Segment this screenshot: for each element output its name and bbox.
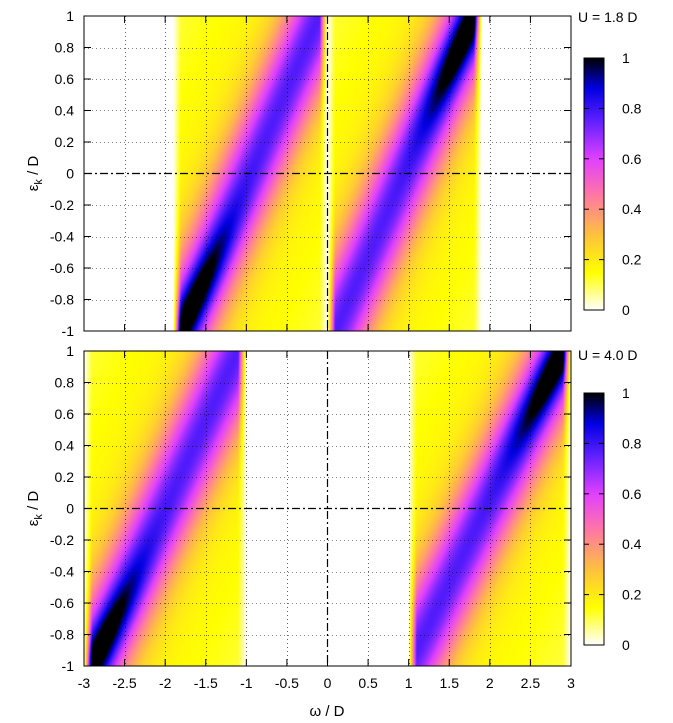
y-tick-label: 0 xyxy=(66,501,74,517)
x-tick-label: -2.5 xyxy=(113,675,137,691)
x-tick-label: 2 xyxy=(486,675,494,691)
colorbar-tick-label: 0.4 xyxy=(622,201,642,217)
x-ticks-bottom: -3 -2.5 -2 -1.5 -1 -0.5 0 0.5 1 1.5 2 2.5 3 xyxy=(78,351,575,691)
colorbar-tick-label: 0.6 xyxy=(622,486,642,502)
y-tick-label: -1 xyxy=(62,323,75,339)
panel-annotation-top: U = 1.8 D xyxy=(578,9,638,25)
colorbar-tick-label: 0.2 xyxy=(622,587,642,603)
y-tick-label: -0.8 xyxy=(50,292,74,308)
y-tick-label: -0.2 xyxy=(50,197,74,213)
y-axis-label-bottom: εk / D xyxy=(25,491,45,527)
panel-bottom: -1-0.8-0.6-0.4-0.200.20.40.60.81 -3 -2.5-… xyxy=(25,343,642,720)
y-tick-label: -0.8 xyxy=(50,627,74,643)
x-tick-label: 0 xyxy=(324,675,332,691)
y-tick-label: 0.8 xyxy=(55,375,75,391)
colorbar-tick-label: 1 xyxy=(622,385,630,401)
colorbar-tick-label: 1 xyxy=(622,50,630,66)
x-tick-label: -1.5 xyxy=(194,675,218,691)
x-tick-label: -3 xyxy=(78,675,91,691)
colorbar-tick-label: 0.6 xyxy=(622,151,642,167)
y-tick-label: 0.8 xyxy=(55,40,75,56)
y-tick-label: -0.2 xyxy=(50,532,74,548)
y-axis-label-top: εk / D xyxy=(25,156,45,192)
colorbar-tick-label: 0.4 xyxy=(622,536,642,552)
colorbar-ticks-top: 0 0.2 0.4 0.6 0.8 1 xyxy=(584,50,642,318)
y-ticks-top: -1 -0.8 -0.6 -0.4 -0.2 0 0.2 0.4 0.6 0.8 1 xyxy=(50,8,571,339)
x-tick-label: -2 xyxy=(159,675,172,691)
y-tick-label: 0.2 xyxy=(55,469,75,485)
y-tick-label: 0.6 xyxy=(55,71,75,87)
x-tick-label: 3 xyxy=(567,675,575,691)
colorbar-top xyxy=(583,57,605,311)
y-tick-label: 0.4 xyxy=(55,438,75,454)
y-tick-label: -0.6 xyxy=(50,595,74,611)
x-axis-label: ω / D xyxy=(309,703,344,720)
x-tick-label: 1 xyxy=(405,675,413,691)
y-tick-label: 0.2 xyxy=(55,134,75,150)
y-tick-label: -1 xyxy=(62,658,75,674)
colorbar-tick-label: 0.8 xyxy=(622,435,642,451)
y-ticks-bottom: -1 -0.8 -0.6 -0.4 -0.2 0 0.2 0.4 0.6 0.8 1 xyxy=(50,343,571,674)
colorbar-tick-label: 0 xyxy=(622,637,630,653)
x-tick-label: 2.5 xyxy=(521,675,541,691)
y-tick-label: -0.4 xyxy=(50,229,74,245)
y-tick-label: 1 xyxy=(66,343,74,359)
y-tick-label: -0.6 xyxy=(50,260,74,276)
y-tick-label: 0.4 xyxy=(55,103,75,119)
x-tick-label: 1.5 xyxy=(440,675,460,691)
colorbar-tick-label: 0.8 xyxy=(622,100,642,116)
x-tick-label: -0.5 xyxy=(275,675,299,691)
grid-top xyxy=(83,16,572,331)
y-tick-label: 0.6 xyxy=(55,406,75,422)
x-tick-label: 0.5 xyxy=(358,675,378,691)
x-tick-label: -1 xyxy=(240,675,253,691)
colorbar-bottom xyxy=(583,392,605,646)
colorbar-tick-label: 0 xyxy=(622,302,630,318)
y-tick-label: 0 xyxy=(66,166,74,182)
colorbar-ticks-bottom: 0 0.2 0.4 0.6 0.8 1 xyxy=(584,385,642,653)
grid-bottom xyxy=(84,351,571,666)
panel-top: -1-0.8-0.6-0.4-0.200.20.40.60.81 εk / D … xyxy=(25,8,642,339)
panel-annotation-bottom: U = 4.0 D xyxy=(578,347,638,363)
y-tick-label: -0.4 xyxy=(50,564,74,580)
y-tick-label: 1 xyxy=(66,8,74,24)
colorbar-tick-label: 0.2 xyxy=(622,252,642,268)
